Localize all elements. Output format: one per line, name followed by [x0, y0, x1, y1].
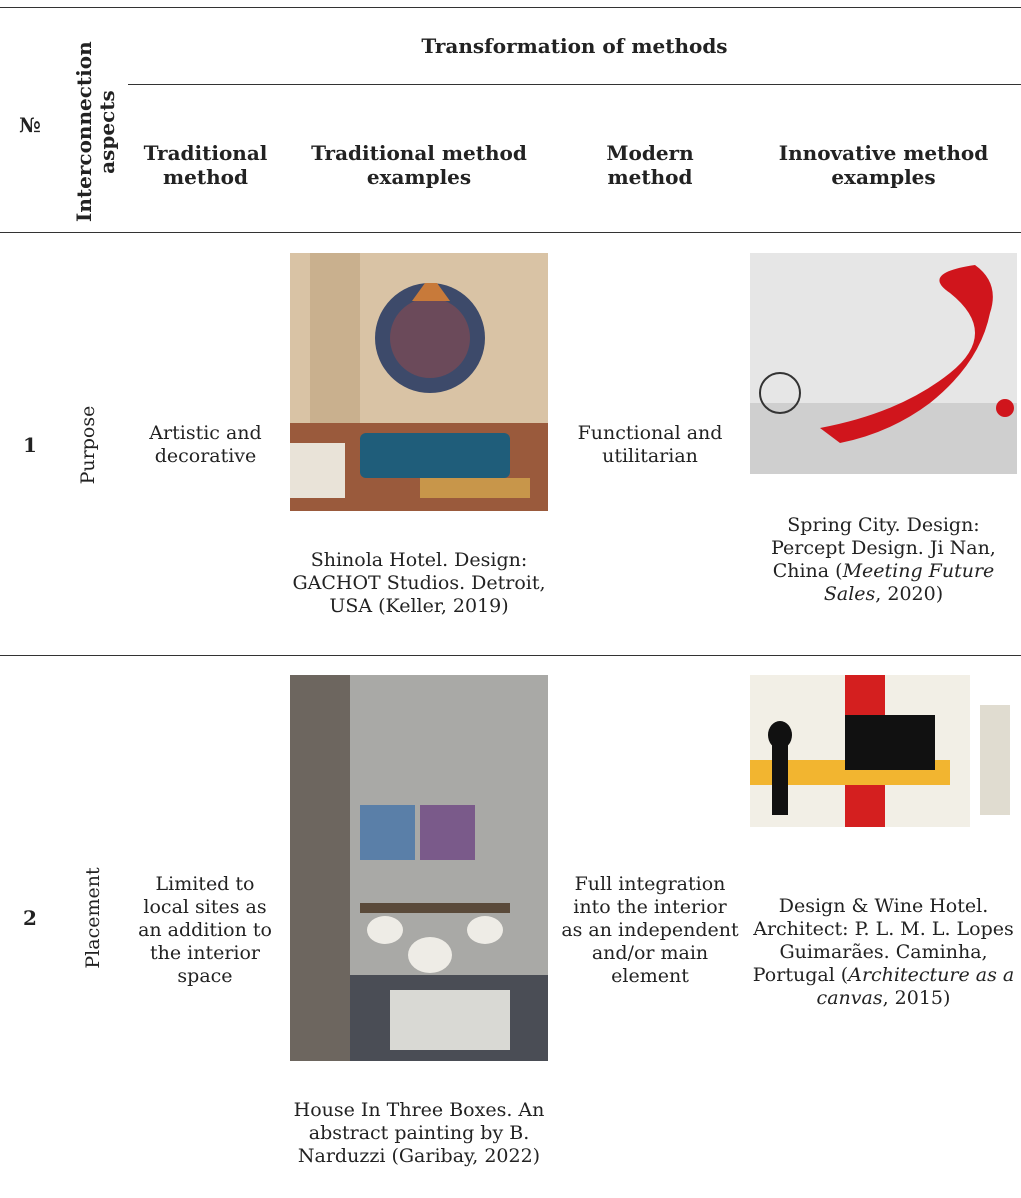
- header-column: Modern method: [606, 141, 694, 189]
- caption-text: Shinola Hotel. Design: GACHOT Studios. D…: [285, 549, 553, 618]
- row-number: 1: [23, 433, 37, 457]
- row-number: 2: [23, 906, 37, 930]
- caption-part: Shinola Hotel. Design: GACHOT Studios. D…: [292, 548, 546, 617]
- example-image: [290, 253, 548, 511]
- caption-text: House In Three Boxes. An abstract painti…: [285, 1099, 553, 1168]
- example-image: [290, 675, 548, 1061]
- header-group: Transformation of methods: [421, 34, 728, 58]
- modern-method: Full integration into the interior as an…: [561, 872, 739, 987]
- example-caption: Spring City. Design: Percept Design. Ji …: [748, 490, 1019, 630]
- header-aspects-text: Interconnection aspects: [72, 41, 119, 222]
- rule: [128, 84, 1021, 85]
- caption-source: Architecture as a canvas: [816, 963, 1015, 1009]
- rule: [0, 655, 1021, 656]
- row-aspect: Placement: [82, 858, 108, 978]
- example-caption: House In Three Boxes. An abstract painti…: [285, 1073, 553, 1193]
- example-image: [750, 675, 1017, 827]
- header-aspects: Interconnection aspects: [72, 41, 121, 222]
- example-caption: Shinola Hotel. Design: GACHOT Studios. D…: [285, 528, 553, 638]
- caption-part: , 2015): [882, 986, 951, 1009]
- caption-text: Design & Wine Hotel. Architect: P. L. M.…: [748, 895, 1019, 1010]
- rule: [0, 7, 1021, 8]
- rule: [0, 232, 1021, 233]
- header-number: №: [19, 113, 41, 137]
- traditional-method: Limited to local sites as an addition to…: [138, 872, 272, 987]
- header-column: Traditional method: [143, 141, 268, 189]
- example-image: [750, 253, 1017, 474]
- caption-part: Design & Wine Hotel. Architect: P. L. M.…: [752, 894, 1014, 986]
- caption-text: Spring City. Design: Percept Design. Ji …: [748, 514, 1019, 606]
- traditional-method: Artistic and decorative: [149, 422, 262, 467]
- caption-part: , 2020): [875, 583, 944, 605]
- row-aspect: Purpose: [77, 395, 103, 495]
- caption-part: House In Three Boxes. An abstract painti…: [293, 1098, 545, 1167]
- caption-source: Meeting Future Sales: [823, 560, 995, 605]
- row-aspect-text: Purpose: [77, 405, 99, 485]
- header-column: Innovative method examples: [778, 141, 989, 189]
- header-column: Traditional method examples: [311, 141, 527, 189]
- modern-method: Functional and utilitarian: [577, 422, 723, 467]
- caption-part: Spring City. Design: Percept Design. Ji …: [771, 514, 996, 582]
- example-caption: Design & Wine Hotel. Architect: P. L. M.…: [748, 842, 1019, 1062]
- row-aspect-text: Placement: [82, 867, 104, 969]
